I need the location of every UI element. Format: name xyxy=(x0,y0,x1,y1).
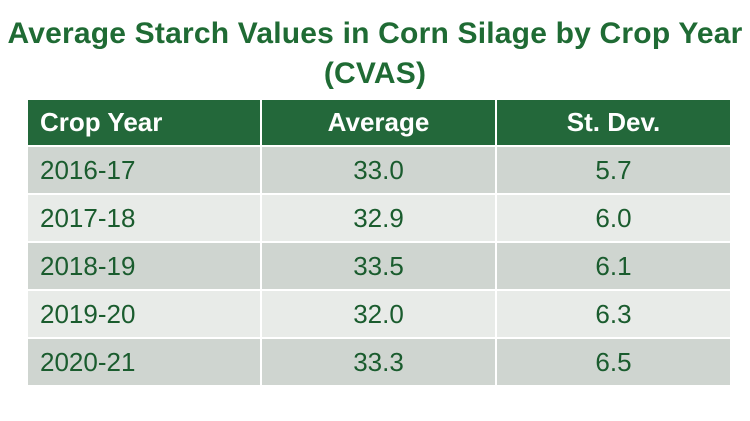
cell-crop-year: 2017-18 xyxy=(28,195,260,241)
cell-average: 33.5 xyxy=(262,243,495,289)
table-header-row: Crop Year Average St. Dev. xyxy=(28,100,730,145)
table-row: 2019-20 32.0 6.3 xyxy=(28,291,730,337)
page-title: Average Starch Values in Corn Silage by … xyxy=(0,14,750,94)
cell-st-dev: 6.3 xyxy=(497,291,730,337)
table-row: 2016-17 33.0 5.7 xyxy=(28,147,730,193)
cell-crop-year: 2016-17 xyxy=(28,147,260,193)
table-row: 2018-19 33.5 6.1 xyxy=(28,243,730,289)
cell-crop-year: 2020-21 xyxy=(28,339,260,385)
cell-st-dev: 6.5 xyxy=(497,339,730,385)
header-st-dev: St. Dev. xyxy=(497,100,730,145)
title-line-2: (CVAS) xyxy=(323,57,427,90)
cell-average: 32.0 xyxy=(262,291,495,337)
table-row: 2020-21 33.3 6.5 xyxy=(28,339,730,385)
header-crop-year: Crop Year xyxy=(28,100,260,145)
header-average: Average xyxy=(262,100,495,145)
cell-average: 33.3 xyxy=(262,339,495,385)
cell-st-dev: 6.0 xyxy=(497,195,730,241)
table-row: 2017-18 32.9 6.0 xyxy=(28,195,730,241)
cell-average: 33.0 xyxy=(262,147,495,193)
cell-crop-year: 2019-20 xyxy=(28,291,260,337)
cell-st-dev: 5.7 xyxy=(497,147,730,193)
starch-table: Crop Year Average St. Dev. 2016-17 33.0 … xyxy=(26,98,732,387)
cell-crop-year: 2018-19 xyxy=(28,243,260,289)
cell-st-dev: 6.1 xyxy=(497,243,730,289)
cell-average: 32.9 xyxy=(262,195,495,241)
title-line-1: Average Starch Values in Corn Silage by … xyxy=(7,17,743,50)
